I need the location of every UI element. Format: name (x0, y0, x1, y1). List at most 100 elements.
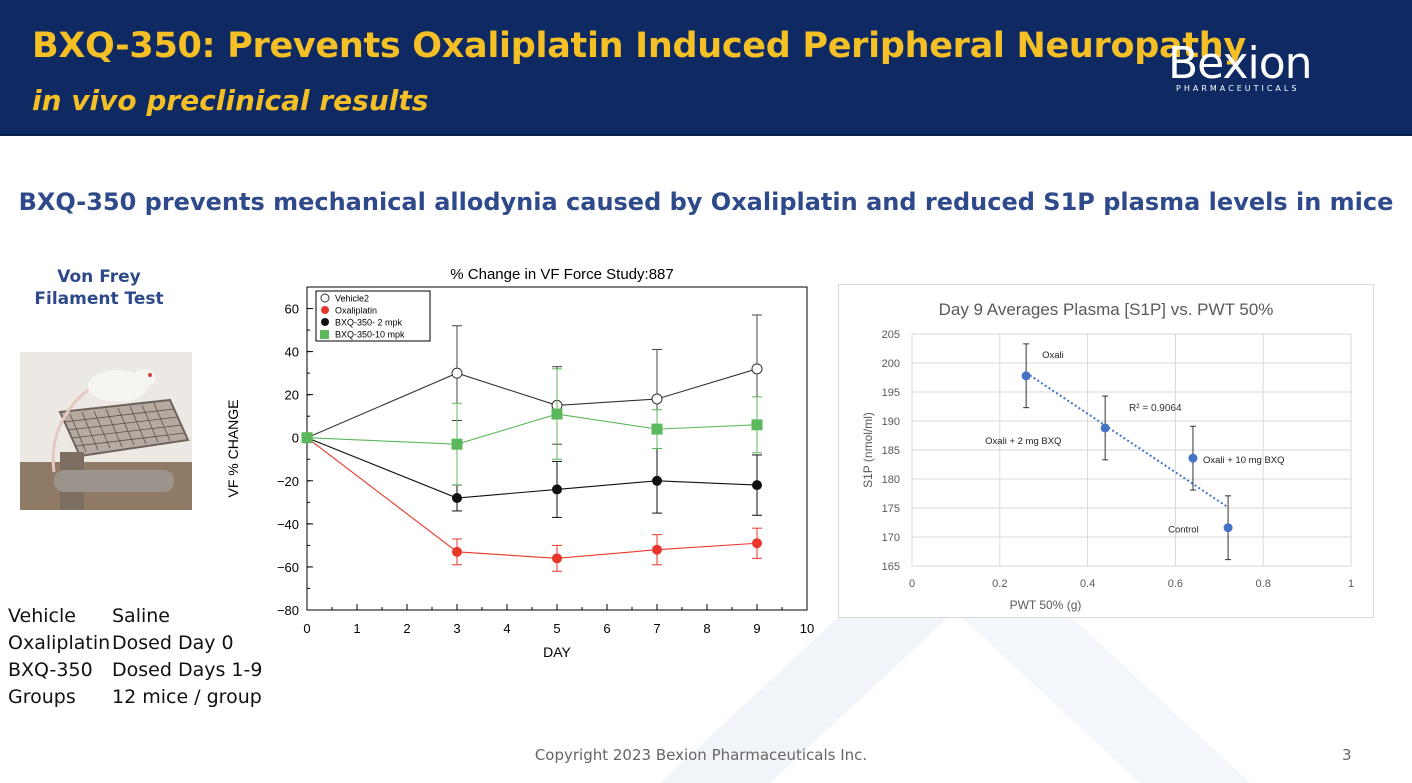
chart-title: % Change in VF Force Study:887 (450, 266, 673, 283)
data-point (301, 432, 313, 444)
legend-box (315, 290, 431, 342)
x-axis-label: DAY (543, 644, 571, 660)
y-tick-label: 190 (882, 416, 900, 428)
series-line-1 (306, 437, 758, 559)
x-axis-label: PWT 50% (g) (1010, 598, 1082, 612)
x-tick-label: 6 (603, 621, 610, 636)
point-label: Oxali (1042, 350, 1064, 361)
legend-label: Vehicle2 (335, 294, 369, 304)
y-tick-label: 200 (882, 358, 900, 370)
vf-change-chart: % Change in VF Force Study:887 DAY VF % CH… (225, 266, 814, 660)
s1p-chart-frame (838, 284, 1374, 618)
test-label: Von Frey Filament Test (34, 267, 164, 309)
r-squared-label: R² = 0.9064 (1129, 403, 1182, 414)
copyright-footer: Copyright 2023 Bexion Pharmaceuticals In… (534, 746, 868, 764)
data-point (452, 546, 462, 557)
x-tick-label: 9 (753, 621, 760, 636)
y-tick-label: 175 (882, 503, 900, 515)
logo-subtext: PHARMACEUTICALS (1176, 84, 1300, 93)
data-point (552, 484, 562, 495)
series-line-3 (306, 413, 758, 445)
y-tick-label: −40 (277, 517, 299, 532)
data-point (551, 408, 563, 420)
logo-text: Bexion (1168, 38, 1313, 89)
data-point (651, 393, 663, 405)
x-tick-label: 1 (353, 621, 360, 636)
data-point (452, 493, 462, 504)
group-key: BXQ-350 (8, 659, 93, 681)
data-point (451, 438, 463, 450)
group-value: Dosed Days 1-9 (112, 659, 263, 681)
x-tick-label: 10 (800, 621, 814, 636)
y-tick-label: 165 (882, 561, 900, 573)
slide-subtitle: in vivo preclinical results (32, 84, 429, 117)
legend-marker (321, 318, 329, 326)
group-key: Groups (8, 686, 76, 708)
data-point (652, 475, 662, 486)
y-tick-label: 205 (882, 329, 900, 341)
y-tick-label: −20 (277, 474, 299, 489)
chart-title: Day 9 Averages Plasma [S1P] vs. PWT 50% (939, 300, 1274, 319)
data-point (1100, 423, 1110, 433)
point-label: Control (1168, 525, 1199, 536)
y-tick-label: −60 (277, 560, 299, 575)
x-tick-label: 7 (653, 621, 660, 636)
x-tick-label: 4 (503, 621, 510, 636)
data-point (652, 544, 662, 555)
x-tick-label: 0.6 (1168, 578, 1183, 590)
y-axis-label: S1P (nmol/ml) (861, 412, 875, 488)
legend-label: BXQ-350- 2 mpk (335, 318, 403, 328)
data-point (1223, 523, 1233, 533)
x-tick-label: 0 (909, 578, 915, 590)
y-tick-label: 180 (882, 474, 900, 486)
data-point (552, 553, 562, 564)
y-tick-label: 0 (292, 431, 299, 446)
legend-marker (320, 330, 329, 339)
y-tick-label: 170 (882, 532, 900, 544)
data-point (752, 538, 762, 549)
y-tick-label: 195 (882, 387, 900, 399)
groups-row: Vehicle Saline (8, 603, 262, 630)
group-key: Vehicle (8, 605, 76, 627)
group-value: Saline (112, 605, 170, 627)
data-point (751, 363, 763, 375)
data-point (1188, 453, 1198, 463)
legend-label: Oxaliplatin (335, 306, 377, 316)
page-number: 3 (1342, 746, 1352, 764)
x-tick-label: 0.2 (992, 578, 1007, 590)
data-point (451, 367, 463, 379)
data-point (651, 423, 663, 435)
x-tick-label: 1 (1348, 578, 1354, 590)
x-tick-label: 8 (703, 621, 710, 636)
group-value: 12 mice / group (112, 686, 262, 708)
x-tick-label: 5 (553, 621, 560, 636)
s1p-scatter-chart: Day 9 Averages Plasma [S1P] vs. PWT 50% 1… (861, 300, 1354, 612)
groups-row: Groups 12 mice / group (8, 684, 262, 711)
x-tick-label: 0.4 (1080, 578, 1095, 590)
data-point (751, 419, 763, 431)
legend-label: BXQ-350-10 mpk (335, 330, 405, 340)
y-tick-label: 185 (882, 445, 900, 457)
groups-row: Oxaliplatin Dosed Day 0 (8, 630, 262, 657)
x-tick-label: 2 (403, 621, 410, 636)
x-tick-label: 0.8 (1256, 578, 1271, 590)
x-tick-label: 0 (303, 621, 310, 636)
chart-legend: Vehicle2 Oxaliplatin BXQ-350- 2 mpk BXQ-350… (315, 290, 431, 342)
y-tick-label: 20 (285, 388, 299, 403)
y-tick-label: 60 (285, 302, 299, 317)
x-tick-label: 3 (453, 621, 460, 636)
legend-marker (320, 293, 330, 303)
legend-marker (321, 306, 329, 314)
point-label: Oxali + 10 mg BXQ (1203, 455, 1285, 466)
y-tick-label: 40 (285, 345, 299, 360)
y-tick-label: −80 (277, 603, 299, 618)
data-point (1021, 371, 1031, 381)
point-label: Oxali + 2 mg BXQ (985, 436, 1061, 447)
company-logo: Bexion (1168, 38, 1313, 89)
mouse-on-mesh-platform-photo (20, 352, 192, 510)
groups-row: BXQ-350 Dosed Days 1-9 (8, 657, 262, 684)
data-point (752, 480, 762, 491)
slide-title: BXQ-350: Prevents Oxaliplatin Induced Pe… (32, 26, 1246, 66)
y-axis-label: VF % CHANGE (225, 399, 241, 497)
